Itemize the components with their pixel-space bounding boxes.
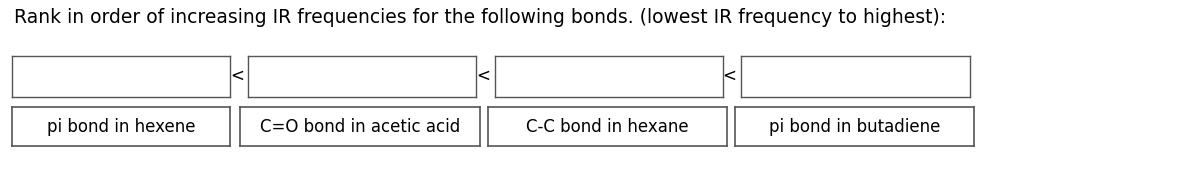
Text: C-C bond in hexane: C-C bond in hexane (526, 118, 689, 136)
Text: <: < (230, 67, 244, 85)
Text: pi bond in hexene: pi bond in hexene (47, 118, 196, 136)
Text: Rank in order of increasing IR frequencies for the following bonds. (lowest IR f: Rank in order of increasing IR frequenci… (14, 8, 947, 27)
Text: pi bond in butadiene: pi bond in butadiene (769, 118, 940, 136)
Text: <: < (476, 67, 490, 85)
Text: C=O bond in acetic acid: C=O bond in acetic acid (260, 118, 460, 136)
Text: <: < (722, 67, 736, 85)
